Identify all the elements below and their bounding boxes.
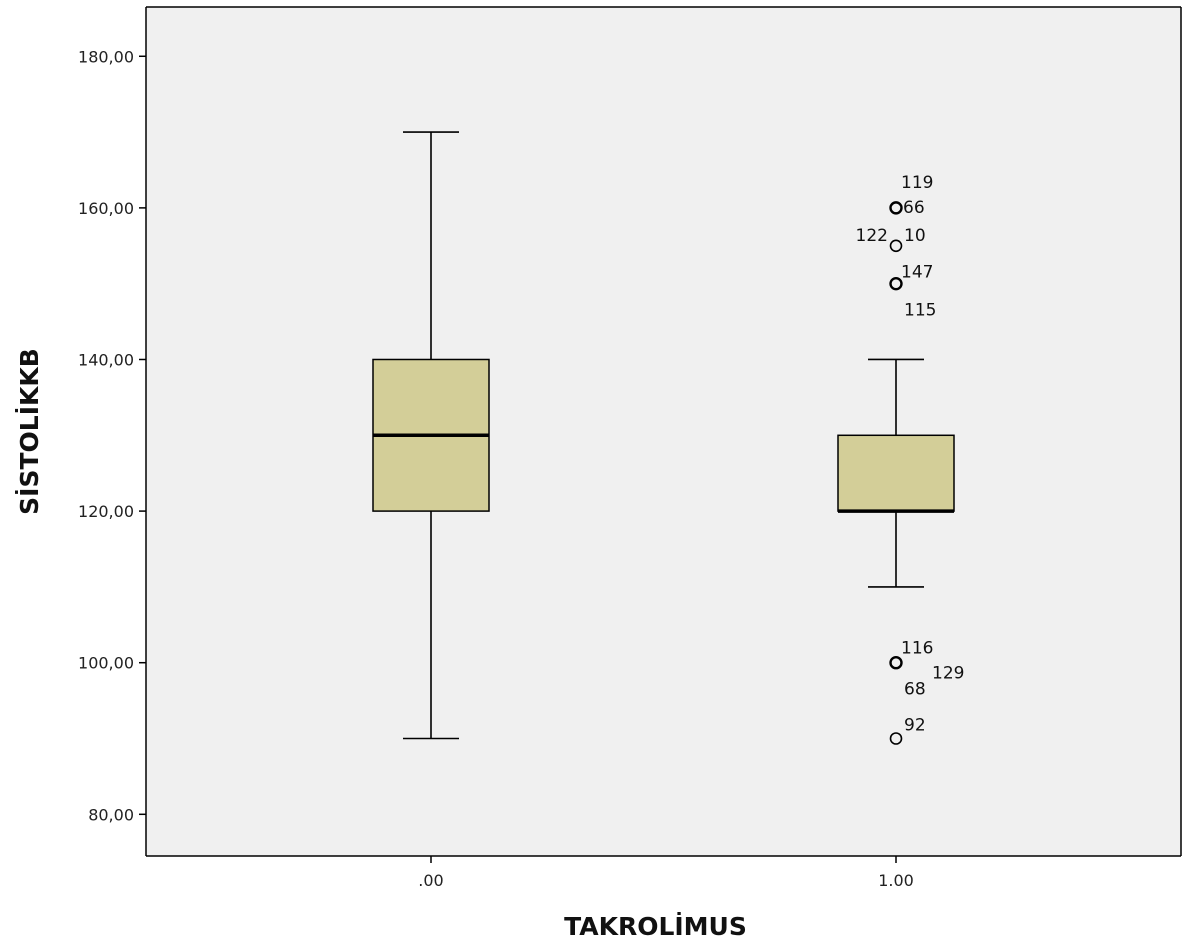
y-tick-label: 100,00 xyxy=(78,654,134,673)
y-axis: 80,00 100,00 120,00 140,00 160,00 180,00 xyxy=(78,7,147,856)
outlier-label: 116 xyxy=(901,639,933,659)
x-axis-title: TAKROLİMUS xyxy=(564,911,747,941)
outlier-label: 122 xyxy=(856,226,888,246)
outlier-label: 10 xyxy=(904,226,926,246)
outlier-label: 119 xyxy=(901,173,933,193)
x-axis: .00 1.00 xyxy=(146,855,1181,890)
outlier-point xyxy=(889,239,903,253)
y-tick-label: 180,00 xyxy=(78,47,134,66)
y-tick-label: 120,00 xyxy=(78,502,134,521)
outlier-point xyxy=(889,732,903,745)
box xyxy=(837,434,955,512)
outlier-point xyxy=(889,201,903,215)
box-group: 119 66 122 10 147 115 116 129 68 92 xyxy=(837,173,964,745)
x-tick-label: .00 xyxy=(418,871,443,890)
outlier-label: 68 xyxy=(904,680,926,700)
outlier-label: 147 xyxy=(901,263,933,283)
y-axis-title: SİSTOLİKKB xyxy=(14,348,44,515)
outlier-label: 66 xyxy=(903,198,925,218)
outlier-label: 92 xyxy=(904,716,926,736)
outlier-point xyxy=(889,276,903,291)
y-tick-label: 160,00 xyxy=(78,199,134,218)
x-tick-label: 1.00 xyxy=(878,871,914,890)
y-tick-label: 140,00 xyxy=(78,350,134,369)
outlier-label: 129 xyxy=(932,664,964,684)
box-group xyxy=(372,131,490,740)
boxes: 119 66 122 10 147 115 116 129 68 92 xyxy=(372,131,964,745)
outlier-label: 115 xyxy=(904,301,936,321)
outlier-point xyxy=(889,656,903,670)
plot-area xyxy=(146,7,1181,856)
y-tick-label: 80,00 xyxy=(88,805,134,824)
